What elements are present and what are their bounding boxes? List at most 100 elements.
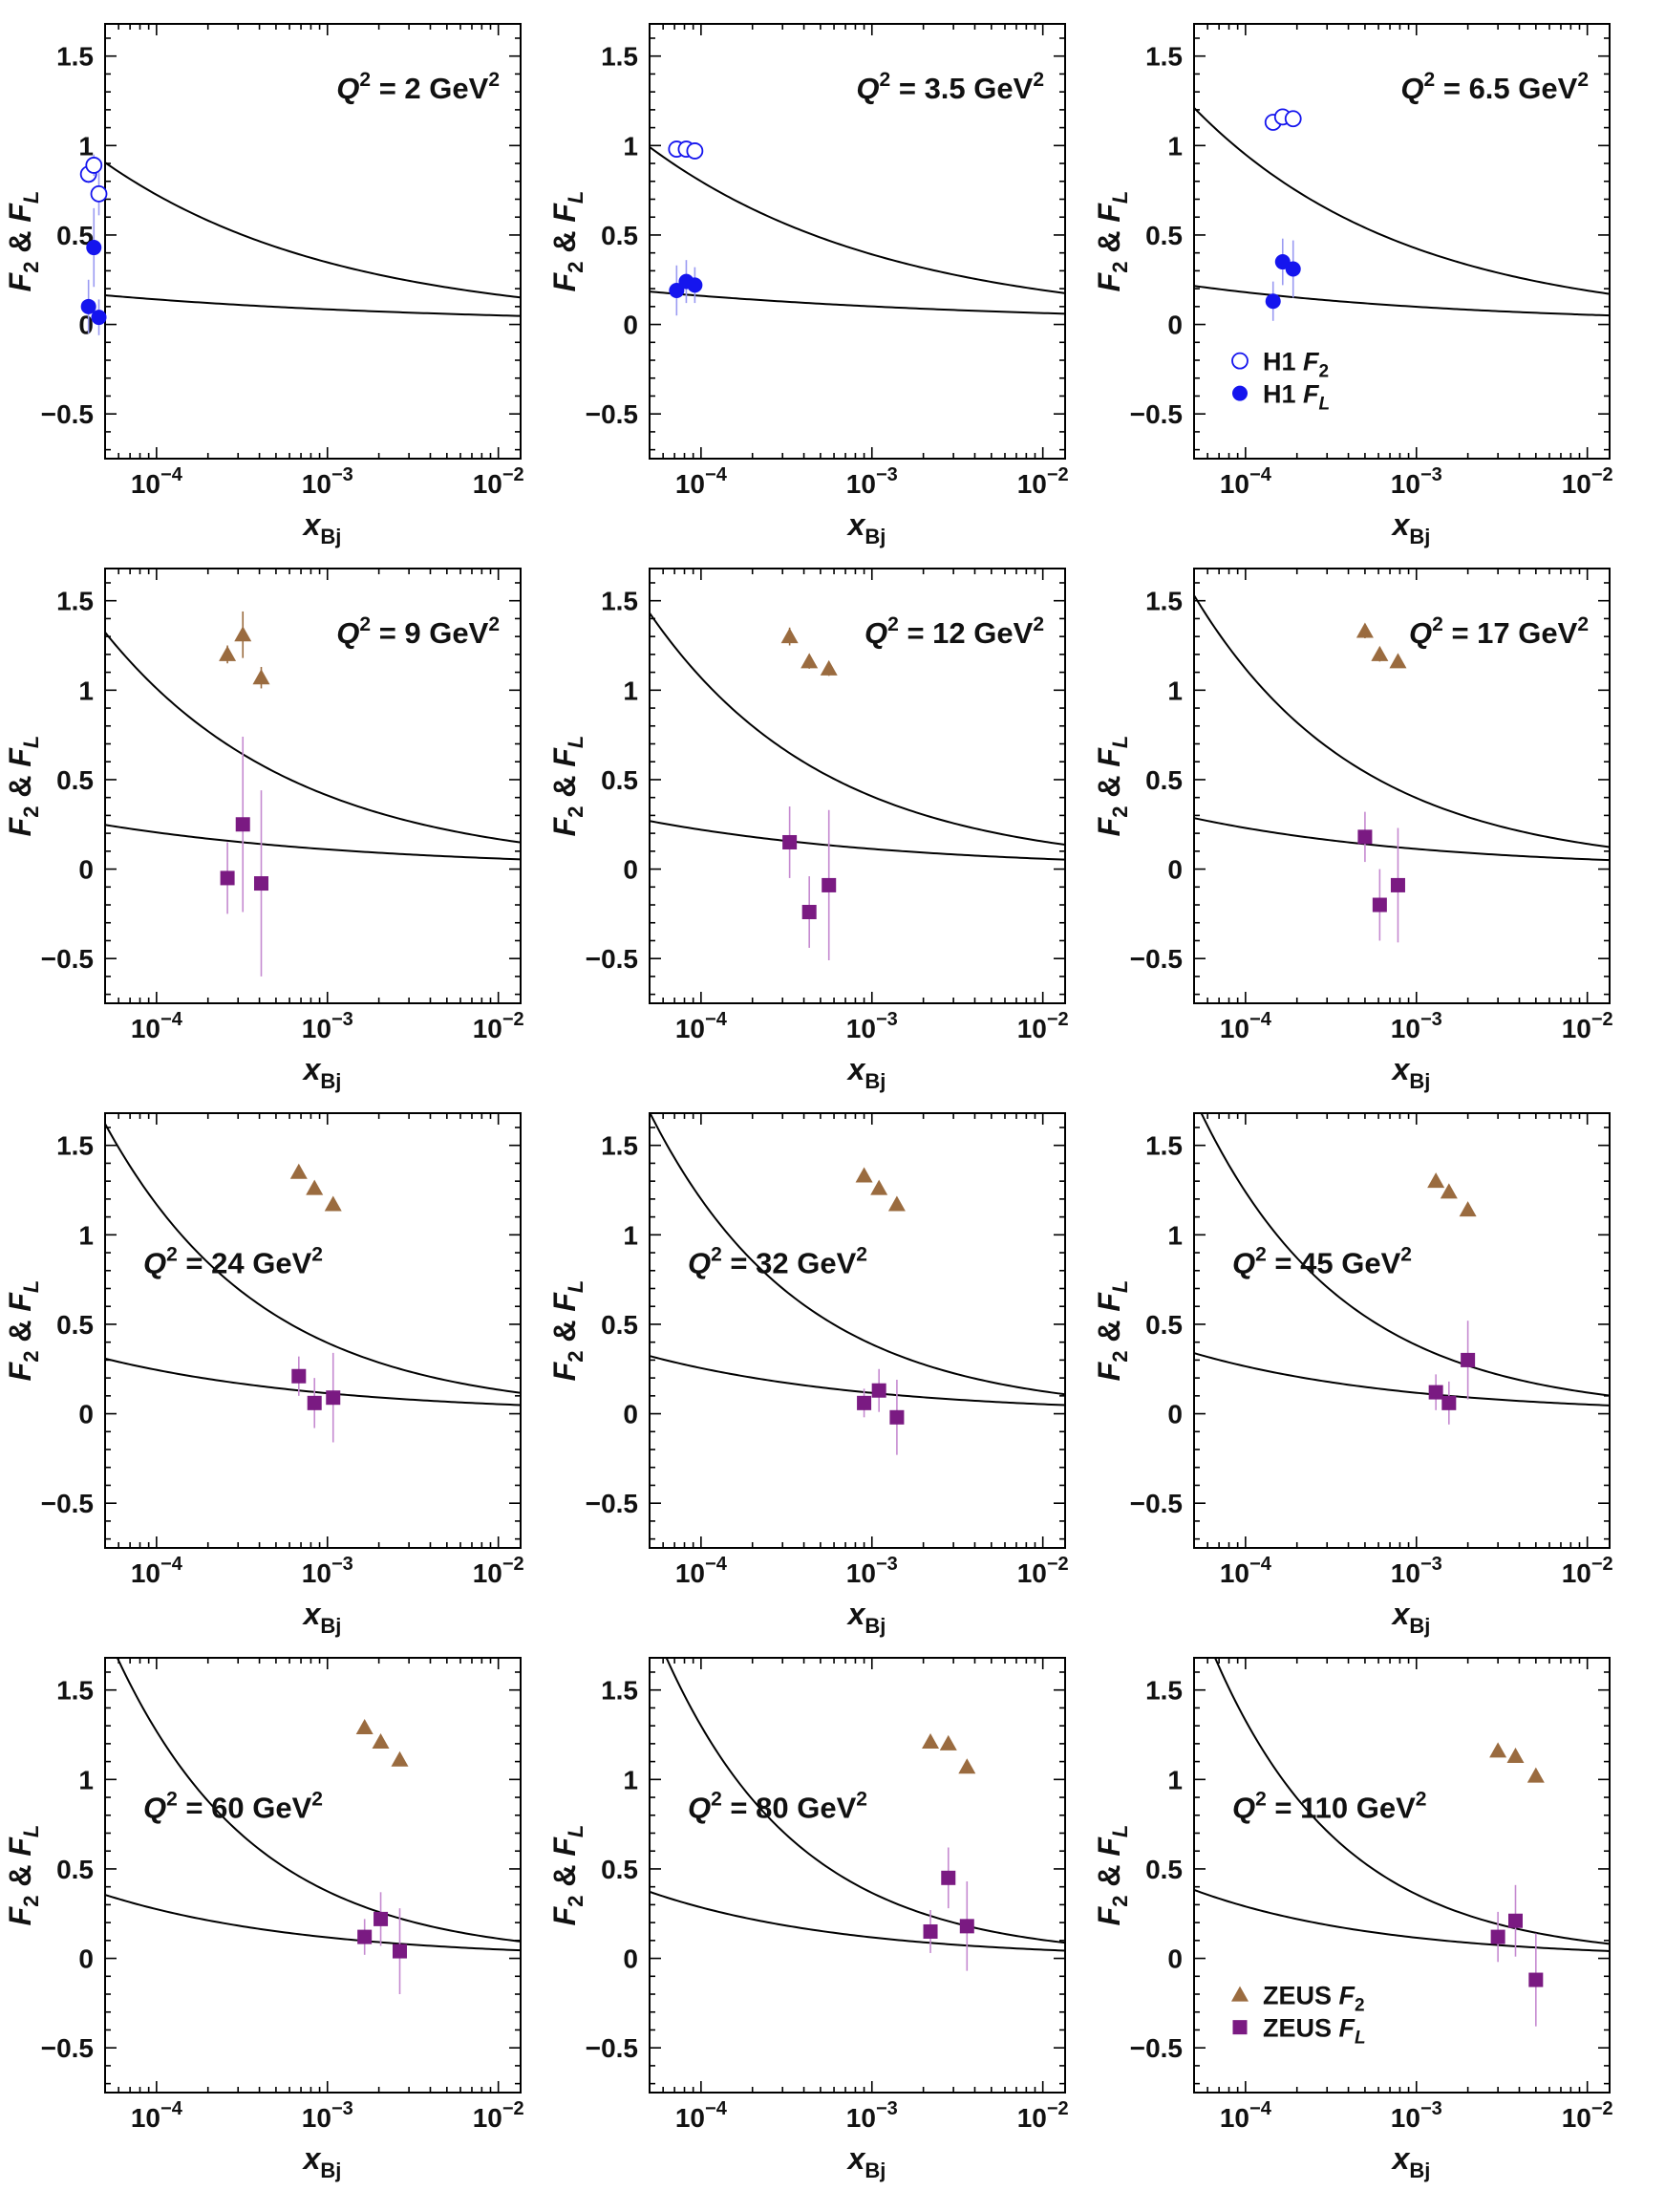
y-axis-amp: &: [3, 1857, 37, 1896]
f2-data-point: [90, 184, 108, 203]
x-tick-label: 10−3: [1391, 1009, 1442, 1043]
f2-theory-curve: [116, 1658, 521, 1943]
fl-data-point: [374, 1911, 389, 1926]
x-tick-exponent: −3: [331, 2098, 353, 2119]
f2-data-point: [1489, 1742, 1507, 1758]
q2-value: = 24 GeV: [178, 1246, 312, 1279]
q2-unit-exponent: 2: [1400, 1243, 1412, 1265]
f2-theory-curve: [105, 161, 521, 299]
legend-subscript: 2: [1319, 362, 1330, 382]
x-tick-base: 10: [846, 1558, 876, 1588]
f2-data-point: [1371, 645, 1389, 661]
x-tick-exponent: −4: [1249, 1009, 1272, 1030]
f2-data-point: [289, 1163, 308, 1179]
q2-symbol: Q: [143, 1791, 166, 1824]
x-tick-label: 10−2: [1562, 464, 1613, 499]
plot-frame: [649, 568, 1066, 1004]
x-tick-label: 10−3: [846, 2098, 898, 2133]
x-tick-exponent: −4: [1249, 1554, 1272, 1575]
x-axis-label: xBj: [1391, 507, 1431, 548]
fl-data-point: [1461, 1352, 1476, 1367]
x-tick-exponent: −4: [160, 1009, 183, 1030]
fl-theory-curve: [1194, 817, 1610, 862]
x-tick-exponent: −3: [1420, 1554, 1442, 1575]
x-tick-exponent: −3: [876, 464, 898, 485]
x-tick-base: 10: [846, 2103, 876, 2133]
y-tick-label: −0.5: [41, 399, 94, 429]
fl-theory-curve: [650, 1890, 1065, 1952]
y-tick-label: −0.5: [586, 399, 638, 429]
y-tick-label: 1: [78, 1765, 94, 1794]
x-tick-base: 10: [131, 469, 160, 499]
y-axis-label: F2 & FL: [547, 736, 587, 837]
x-tick-exponent: −2: [1591, 2098, 1613, 2119]
x-tick-base: 10: [1017, 469, 1047, 499]
y-tick-label: 1.5: [56, 42, 94, 72]
y-tick-label: 1: [78, 131, 94, 161]
x-tick-exponent: −4: [705, 464, 728, 485]
y-axis-amp: &: [3, 1312, 37, 1351]
y-axis-sub-2: 2: [564, 1896, 587, 1907]
y-tick-label: 1: [1167, 131, 1183, 161]
x-axis-subscript: Bj: [865, 1069, 886, 1093]
f2-data-point: [324, 1195, 342, 1212]
f2-data-point: [780, 628, 799, 644]
fl-data-point: [1428, 1385, 1443, 1400]
x-tick-base: 10: [1562, 2103, 1591, 2133]
x-axis-label: xBj: [846, 1052, 886, 1093]
x-tick-label: 10−2: [473, 1554, 524, 1588]
fl-data-point: [307, 1395, 322, 1410]
f2-data-point: [372, 1733, 390, 1750]
q2-value: = 60 GeV: [178, 1791, 312, 1824]
q2-unit-exponent: 2: [1033, 69, 1044, 91]
x-tick-label: 10−4: [675, 1554, 728, 1588]
y-axis-f: F: [1092, 747, 1126, 767]
q2-unit-exponent: 2: [1416, 1788, 1427, 1810]
q2-label: Q2 = 2 GeV2: [336, 69, 500, 105]
f2-data-point: [922, 1733, 940, 1750]
x-axis-symbol: x: [302, 1597, 322, 1631]
x-axis-subscript: Bj: [1409, 2158, 1430, 2182]
x-tick-exponent: −2: [1047, 1554, 1069, 1575]
x-tick-label: 10−2: [1017, 2098, 1069, 2133]
q2-label: Q2 = 6.5 GeV2: [1400, 69, 1589, 105]
y-axis-amp: &: [547, 767, 582, 806]
x-axis-label: xBj: [302, 2141, 342, 2182]
f2-data-point: [870, 1179, 888, 1195]
x-axis-subscript: Bj: [865, 525, 886, 548]
q2-value: = 3.5 GeV: [890, 72, 1033, 105]
x-tick-exponent: −3: [876, 1554, 898, 1575]
plot-frame: [1193, 23, 1611, 460]
f2-data-point: [234, 626, 252, 642]
y-axis-label: F2 & FL: [3, 1825, 43, 1926]
x-tick-exponent: −2: [502, 464, 524, 485]
fl-data-point: [1372, 897, 1387, 913]
q2-symbol: Q: [336, 72, 359, 105]
x-tick-base: 10: [131, 1558, 160, 1588]
fl-data-point: [1357, 829, 1373, 845]
fl-theory-curve: [105, 824, 521, 861]
y-axis-sub-l: L: [564, 191, 587, 204]
x-axis-label: xBj: [1391, 2141, 1431, 2182]
y-axis-sub-l: L: [564, 1825, 587, 1837]
f2-theory-curve: [1194, 594, 1610, 848]
fl-theory-curve: [105, 1894, 521, 1952]
q2-label: Q2 = 110 GeV2: [1232, 1788, 1426, 1824]
x-tick-base: 10: [675, 2103, 705, 2133]
plot-frame: [649, 1657, 1066, 2094]
plot-frame: [104, 23, 522, 460]
q2-label: Q2 = 24 GeV2: [143, 1243, 323, 1279]
y-tick-label: 0.5: [1145, 765, 1183, 795]
q2-unit-exponent: 2: [488, 69, 500, 91]
y-tick-label: 0: [78, 1944, 94, 1974]
y-axis-sub-l: L: [19, 736, 43, 748]
x-tick-label: 10−3: [302, 2098, 353, 2133]
x-tick-base: 10: [302, 1014, 331, 1043]
fl-data-point: [1390, 877, 1405, 892]
x-axis-label: xBj: [302, 1052, 342, 1093]
y-tick-label: 0: [623, 1944, 638, 1974]
y-axis-label: F2 & FL: [3, 1280, 43, 1382]
fl-theory-curve: [1194, 1352, 1610, 1407]
f2-data-point: [391, 1750, 409, 1767]
